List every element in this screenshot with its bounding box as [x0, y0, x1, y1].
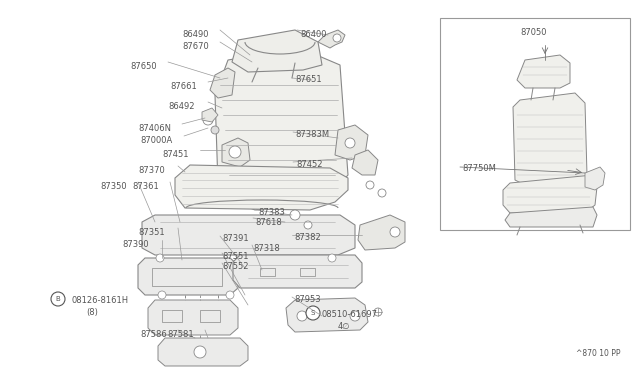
Polygon shape: [585, 167, 605, 190]
Text: S: S: [311, 310, 315, 316]
Circle shape: [156, 254, 164, 262]
Polygon shape: [148, 300, 238, 335]
Bar: [200, 310, 220, 322]
Text: (8): (8): [86, 308, 98, 317]
Text: 87351: 87351: [138, 228, 164, 237]
Text: 87383: 87383: [258, 208, 285, 217]
Text: 87318: 87318: [253, 244, 280, 253]
Circle shape: [203, 115, 213, 125]
Polygon shape: [318, 30, 345, 48]
Polygon shape: [222, 138, 250, 167]
Circle shape: [226, 291, 234, 299]
Circle shape: [194, 346, 206, 358]
Polygon shape: [202, 108, 218, 122]
Text: 87406N: 87406N: [138, 124, 171, 133]
Text: 87953: 87953: [294, 295, 321, 304]
Text: 87383M: 87383M: [295, 130, 329, 139]
Polygon shape: [503, 175, 597, 213]
Text: 86400: 86400: [300, 30, 326, 39]
Text: 87670: 87670: [182, 42, 209, 51]
Text: 87552: 87552: [222, 262, 248, 271]
Text: 87586: 87586: [140, 330, 167, 339]
Text: 08510-61697: 08510-61697: [322, 310, 378, 319]
Polygon shape: [505, 207, 597, 227]
Polygon shape: [233, 255, 362, 288]
Text: 87390: 87390: [122, 240, 148, 249]
Bar: [152, 268, 222, 286]
Polygon shape: [352, 150, 378, 175]
Polygon shape: [210, 68, 235, 98]
Bar: [162, 310, 182, 322]
Text: 87551: 87551: [222, 252, 248, 261]
Text: 87452: 87452: [296, 160, 323, 169]
Circle shape: [366, 181, 374, 189]
Circle shape: [350, 311, 360, 321]
Circle shape: [306, 306, 320, 320]
Text: 08126-8161H: 08126-8161H: [72, 296, 129, 305]
Circle shape: [345, 138, 355, 148]
Text: 87650: 87650: [130, 62, 157, 71]
Polygon shape: [286, 298, 368, 332]
Text: 87651: 87651: [295, 75, 322, 84]
Polygon shape: [358, 215, 405, 250]
Text: 86490: 86490: [182, 30, 209, 39]
Text: 87361: 87361: [132, 182, 159, 191]
Circle shape: [390, 227, 400, 237]
Bar: [300, 268, 315, 276]
Text: 87370: 87370: [138, 166, 164, 175]
Text: 87451: 87451: [162, 150, 189, 159]
Polygon shape: [215, 48, 348, 210]
Text: 87000A: 87000A: [140, 136, 172, 145]
Text: 87391: 87391: [222, 234, 248, 243]
Bar: [440, 18, 630, 230]
Polygon shape: [232, 30, 322, 72]
Bar: [260, 268, 275, 276]
Circle shape: [290, 210, 300, 220]
Circle shape: [51, 292, 65, 306]
Circle shape: [378, 189, 386, 197]
Circle shape: [158, 291, 166, 299]
Polygon shape: [335, 125, 368, 160]
Text: 86492: 86492: [168, 102, 195, 111]
Text: 4∅: 4∅: [338, 322, 351, 331]
Polygon shape: [513, 93, 587, 185]
Text: ^870 10 PP: ^870 10 PP: [575, 349, 620, 358]
Text: 87750M: 87750M: [462, 164, 496, 173]
Polygon shape: [158, 338, 248, 366]
Text: 87050: 87050: [520, 28, 547, 37]
Text: 87350: 87350: [100, 182, 127, 191]
Polygon shape: [138, 258, 238, 295]
Circle shape: [304, 221, 312, 229]
Text: 87581: 87581: [167, 330, 194, 339]
Circle shape: [229, 146, 241, 158]
Polygon shape: [175, 165, 348, 210]
Text: 87661: 87661: [170, 82, 196, 91]
Polygon shape: [142, 215, 355, 255]
Circle shape: [297, 311, 307, 321]
Circle shape: [333, 34, 341, 42]
Polygon shape: [517, 55, 570, 88]
Circle shape: [328, 254, 336, 262]
Circle shape: [211, 126, 219, 134]
Text: 87382: 87382: [294, 233, 321, 242]
Circle shape: [374, 308, 382, 316]
Text: B: B: [56, 296, 60, 302]
Text: 87618: 87618: [255, 218, 282, 227]
